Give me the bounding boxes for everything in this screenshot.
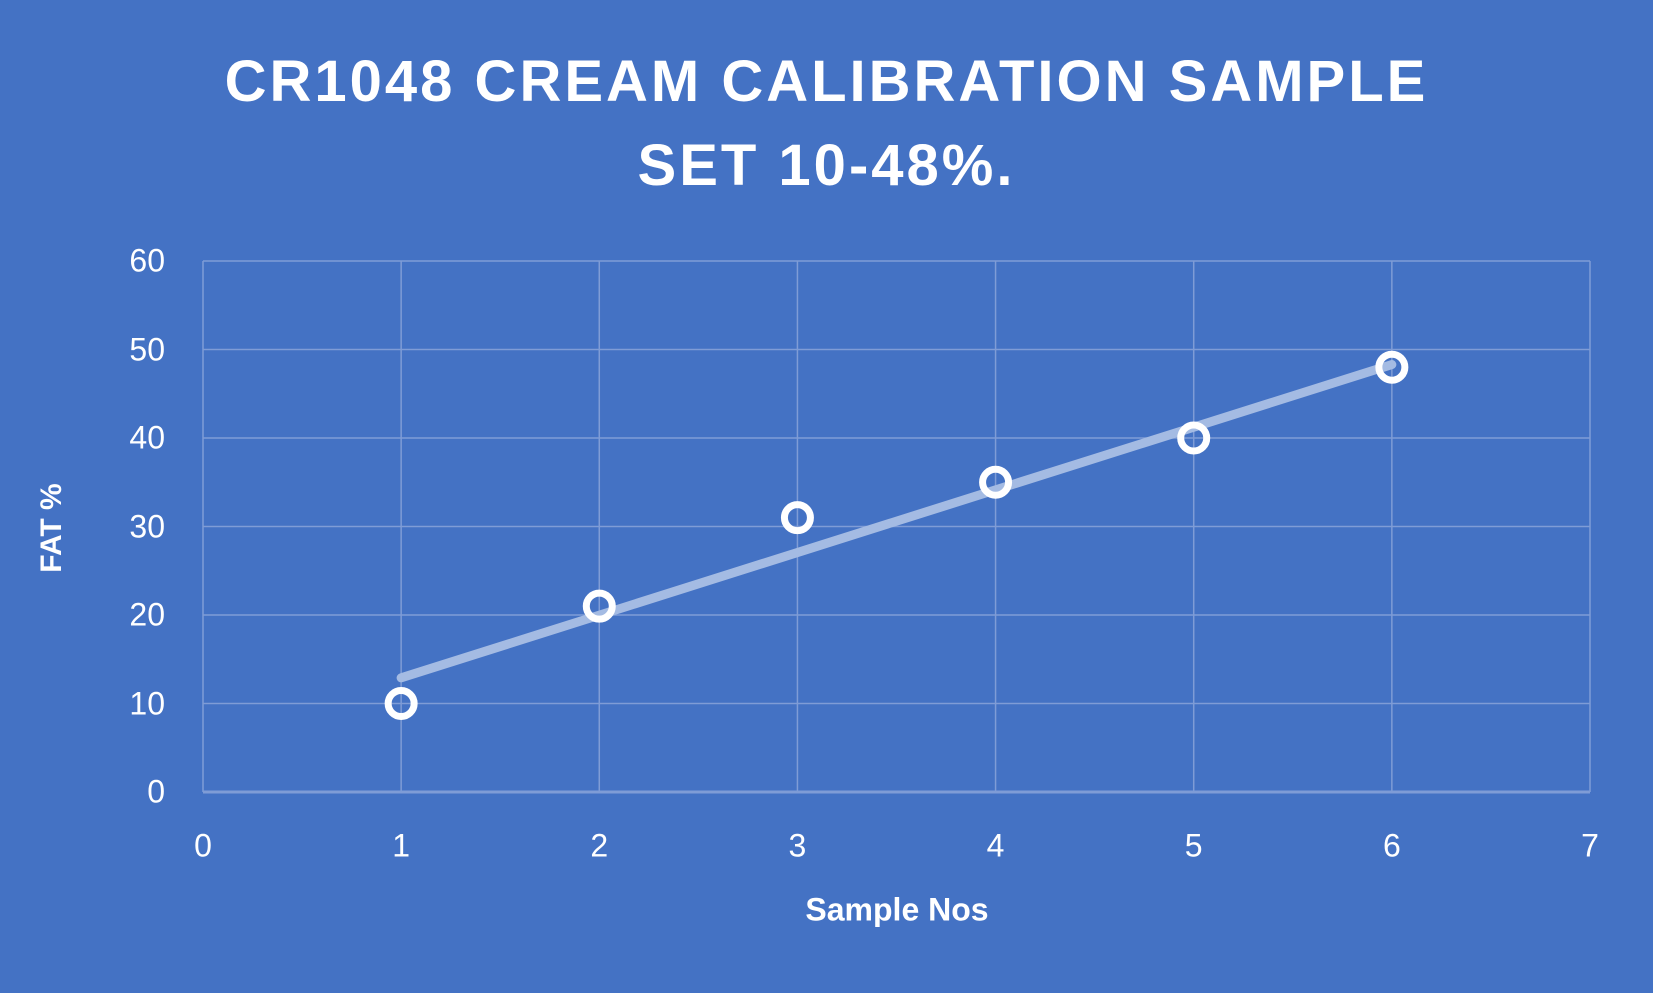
data-point-marker bbox=[582, 589, 616, 623]
y-tick-label: 50 bbox=[129, 331, 165, 367]
y-axis-label: FAT % bbox=[35, 483, 68, 573]
x-tick-label: 3 bbox=[788, 827, 807, 864]
data-point-marker bbox=[1177, 421, 1211, 455]
x-tick-label: 7 bbox=[1581, 827, 1599, 864]
trendline bbox=[396, 360, 1397, 683]
y-tick-label: 10 bbox=[129, 685, 165, 721]
x-tick-label: 4 bbox=[986, 827, 1005, 864]
x-tick-label: 2 bbox=[590, 827, 609, 864]
x-axis-label: Sample Nos bbox=[805, 891, 989, 928]
x-tick-label: 5 bbox=[1184, 827, 1203, 864]
chart-title-line-1: CR1048 CREAM CALIBRATION SAMPLE bbox=[224, 49, 1429, 114]
data-points bbox=[384, 350, 1409, 720]
data-point-marker bbox=[979, 465, 1013, 499]
chart-title-line-2: SET 10-48%. bbox=[637, 133, 1016, 198]
data-point-marker bbox=[780, 501, 814, 535]
chart-title: CR1048 CREAM CALIBRATION SAMPLE SET 10-4… bbox=[0, 40, 1653, 208]
y-tick-label: 40 bbox=[129, 419, 165, 456]
gridlines bbox=[202, 260, 1591, 794]
x-tick-label: 1 bbox=[392, 827, 411, 864]
data-point-marker bbox=[384, 687, 418, 720]
x-tick-label: 6 bbox=[1382, 827, 1401, 864]
data-point-marker bbox=[1375, 350, 1409, 384]
y-tick-label: 20 bbox=[129, 596, 165, 633]
x-tick-label: 0 bbox=[194, 827, 212, 864]
y-tick-label: 0 bbox=[147, 773, 165, 810]
y-tick-label: 60 bbox=[129, 242, 165, 279]
linear-trendline bbox=[396, 360, 1397, 683]
y-tick-label: 30 bbox=[129, 508, 165, 544]
